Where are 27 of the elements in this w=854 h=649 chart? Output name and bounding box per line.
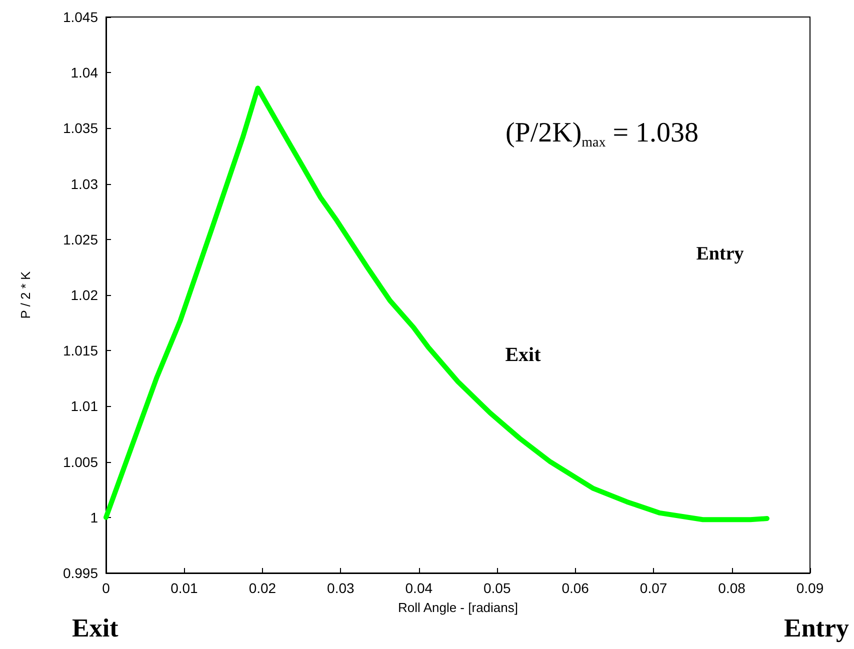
x-tick-label: 0 [102, 580, 110, 596]
y-tick-label: 1.015 [62, 342, 98, 359]
x-tick-label: 0.07 [640, 580, 668, 596]
x-tick-label: 0.03 [327, 580, 355, 596]
annotation: Exit [505, 344, 542, 366]
text: Entry [784, 614, 849, 642]
y-tick-label: 1.01 [70, 398, 98, 414]
text: Exit [72, 614, 119, 642]
y-tick-label: 1.045 [62, 9, 98, 25]
y-tick-label: 1.005 [62, 454, 98, 470]
y-tick-label: 1.02 [70, 287, 98, 303]
y-tick-label: 1 [90, 509, 98, 526]
x-tick-label: 0.09 [796, 580, 824, 596]
y-axis-title: P / 2 * K [18, 270, 33, 319]
annotation: Entry [696, 244, 744, 264]
y-tick-label: 1.03 [70, 176, 98, 192]
x-tick-label: 0.01 [170, 580, 198, 596]
x-tick-label: 0.05 [483, 580, 511, 596]
y-tick-label: 1.025 [62, 231, 98, 248]
y-tick-label: 1.035 [62, 120, 98, 136]
x-tick-label: 0.08 [718, 580, 746, 596]
x-tick-label: 0.06 [562, 580, 590, 596]
x-tick-label: 0.04 [405, 580, 433, 596]
x-tick-label: 0.02 [248, 580, 276, 596]
y-tick-label: 0.995 [62, 565, 98, 581]
x-axis-title: Roll Angle - [radians] [398, 600, 518, 615]
y-tick-label: 1.04 [70, 64, 98, 81]
